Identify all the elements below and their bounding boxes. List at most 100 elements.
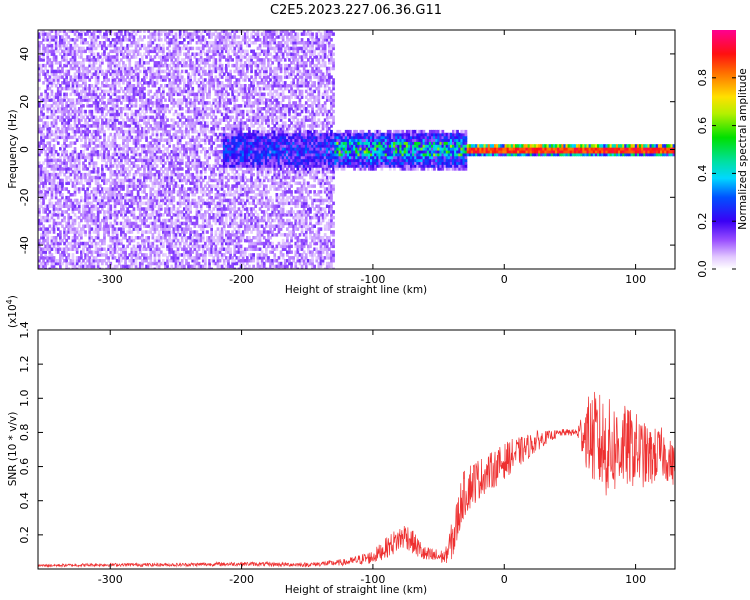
spectrogram-cell [113,121,117,125]
spectrogram-cell [183,135,186,140]
spectrogram-cell [227,92,230,97]
spectrogram-cell [109,89,113,94]
spectrogram-cell [197,233,201,237]
spectrogram-cell [195,81,199,85]
spectrogram-cell [212,213,216,217]
spectrogram-cell [82,81,85,85]
spectrogram-cell [73,38,77,42]
spectrogram-cell [180,152,184,157]
spectrogram-cell [122,172,125,177]
spectrogram-cell [214,46,218,51]
spectrogram-cell [44,75,47,79]
spectrogram-cell [229,213,232,217]
spectrogram-cell [84,256,87,260]
spectrogram-cell [145,195,148,200]
spectrogram-cell [134,98,138,102]
spectrogram-cell [149,127,153,131]
spectrogram-cell [214,49,218,54]
spectrogram-cell [149,187,153,191]
spectrogram-cell [199,233,203,237]
spectrogram-cell [105,147,108,151]
spectrogram-cell [218,172,222,177]
spectrogram-cell [132,178,136,183]
spectrogram-cell [113,32,117,36]
spectrogram-cell [56,198,60,203]
spectrogram-cell [159,221,163,226]
spectrogram-cell [67,256,71,260]
spectrogram-cell [65,264,68,269]
spectrogram-cell [227,58,230,62]
spectrogram-cell [82,66,85,71]
spectrogram-cell [216,167,220,171]
spectrogram-cell [86,193,89,197]
spectrogram-cell [210,127,213,131]
spectrogram-cell [120,201,123,206]
spectrogram-cell [208,92,211,97]
spectrogram-cell [229,78,232,82]
spectrogram-cell [138,81,142,85]
spectrogram-cell [117,172,121,177]
spectrogram-cell [117,38,121,42]
spectrogram-cell [96,218,100,223]
spectrogram-cell [172,238,176,243]
spectrogram-cell [176,147,180,151]
spectrogram-cell [52,224,56,228]
spectrogram-cell [136,112,140,117]
spectrogram-cell [42,98,45,102]
spectrogram-cell [218,109,222,114]
spectrogram-cell [159,195,163,200]
spectrogram-cell [191,124,195,128]
spectrogram-cell [191,201,195,206]
spectrogram-cell [48,135,52,140]
spectrogram-cell [138,92,142,97]
spectrogram-cell [61,150,64,154]
spectrogram-cell [67,241,71,246]
spectrogram-cell [201,147,205,151]
spectrogram-cell [107,244,110,249]
spectrogram-cell [172,233,176,237]
spectrogram-cell [67,230,71,234]
spectrogram-cell [50,147,54,151]
spectrogram-cell [65,221,68,226]
spectrogram-cell [90,32,94,36]
spectrogram-cell [155,69,159,74]
spectrogram-cell [216,190,220,194]
spectrogram-cell [124,178,127,183]
spectrogram-cell [111,267,115,269]
spectrogram-cell [128,164,132,168]
spectrogram-cell [75,172,79,177]
spectrogram-cell [176,101,180,105]
spectrogram-cell [65,175,68,180]
spectrogram-cell [115,52,119,56]
spectrogram-cell [222,155,226,160]
spectrogram-cell [117,253,121,257]
spectrogram-cell [187,256,190,260]
spectrogram-cell [218,75,222,79]
spectrogram-cell [59,213,62,217]
spectrogram-cell [227,78,230,82]
spectrogram-cell [166,172,169,177]
spectrogram-cell [124,150,127,154]
spectrogram-cell [197,35,201,39]
spectrogram-cell [162,121,165,125]
spectrogram-cell [52,121,56,125]
spectrogram-cell [222,150,226,154]
spectrogram-cell [46,236,50,240]
spectrogram-cell [82,38,85,42]
spectrogram-cell [193,152,197,157]
spectrogram-cell [227,150,230,154]
spectrogram-cell [63,218,66,223]
spectrogram-cell [107,259,110,263]
spectrogram-cell [141,104,144,108]
spectrogram-cell [113,124,117,128]
spectrogram-cell [164,147,167,151]
spectrogram-cell [195,112,199,117]
spectrogram-cell [216,193,220,197]
spectrogram-cell [193,256,197,260]
spectrogram-cell [159,227,163,231]
spectrogram-cell [193,129,197,134]
spectrogram-cell [84,167,87,171]
spectrogram-cell [48,75,52,79]
spectrogram-cell [126,32,129,36]
spectrogram-cell [132,259,136,263]
